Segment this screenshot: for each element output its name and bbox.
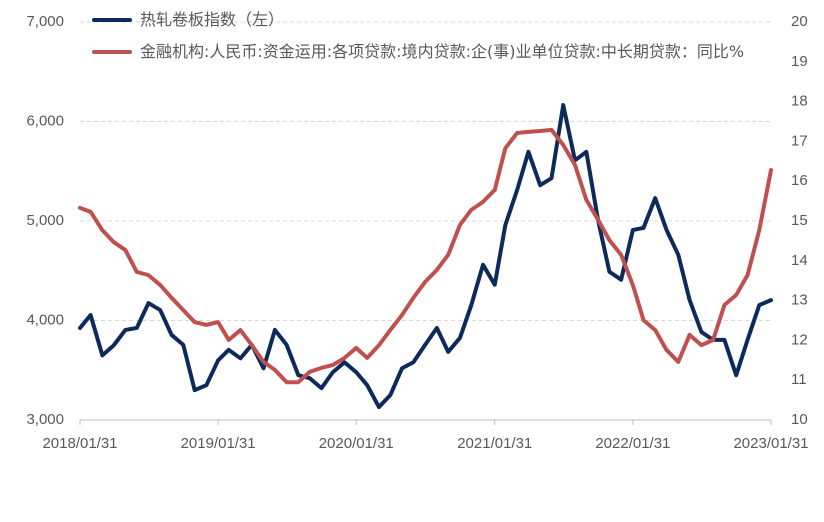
y-tick-label: 6,000	[26, 112, 64, 129]
y-tick-label: 4,000	[26, 311, 64, 328]
y2-tick-label: 20	[791, 13, 808, 30]
y2-tick-label: 12	[791, 331, 808, 348]
y2-tick-label: 16	[791, 172, 808, 189]
legend-item: 热轧卷板指数（左）	[92, 8, 757, 32]
legend-swatch	[92, 18, 132, 22]
legend-swatch	[92, 50, 132, 54]
y2-tick-label: 18	[791, 93, 808, 110]
y-tick-label: 7,000	[26, 13, 64, 30]
x-tick-label: 2020/01/31	[319, 435, 394, 452]
y2-tick-label: 17	[791, 132, 808, 149]
legend-label: 金融机构:人民币:资金运用:各项贷款:境内贷款:企(事)业单位贷款:中长期贷款：…	[140, 42, 745, 61]
x-tick-label: 2019/01/31	[181, 435, 256, 452]
y2-tick-label: 15	[791, 212, 808, 229]
y-tick-label: 3,000	[26, 411, 64, 428]
x-tick-label: 2023/01/31	[733, 435, 808, 452]
y-tick-label: 5,000	[26, 212, 64, 229]
x-tick-label: 2021/01/31	[457, 435, 532, 452]
y2-tick-label: 10	[791, 411, 808, 428]
y2-tick-label: 13	[791, 292, 808, 309]
legend: 热轧卷板指数（左） 金融机构:人民币:资金运用:各项贷款:境内贷款:企(事)业单位…	[92, 8, 757, 72]
x-tick-label: 2018/01/31	[42, 435, 117, 452]
series-line	[78, 103, 773, 410]
legend-item: 金融机构:人民币:资金运用:各项贷款:境内贷款:企(事)业单位贷款:中长期贷款：…	[92, 40, 757, 64]
series-line	[78, 127, 773, 385]
x-tick-label: 2022/01/31	[595, 435, 670, 452]
legend-label: 热轧卷板指数（左）	[140, 10, 285, 29]
y2-tick-label: 14	[791, 252, 808, 269]
y2-tick-label: 19	[791, 53, 808, 70]
y2-tick-label: 11	[791, 371, 807, 388]
